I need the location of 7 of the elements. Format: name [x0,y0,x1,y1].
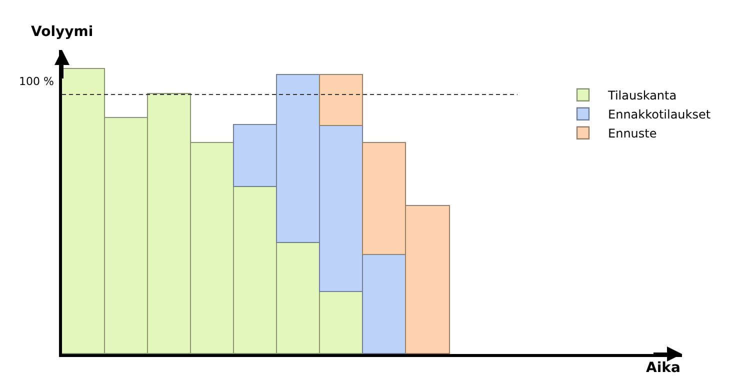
y-axis-title: Volyymi [31,24,94,40]
legend-label: Tilauskanta [607,88,677,103]
bar [318,74,363,126]
text: 100 % [19,75,54,88]
legend-label: Ennuste [608,126,657,141]
text: Aika [646,360,680,376]
legend-label: Ennakkotilaukset [608,108,711,122]
